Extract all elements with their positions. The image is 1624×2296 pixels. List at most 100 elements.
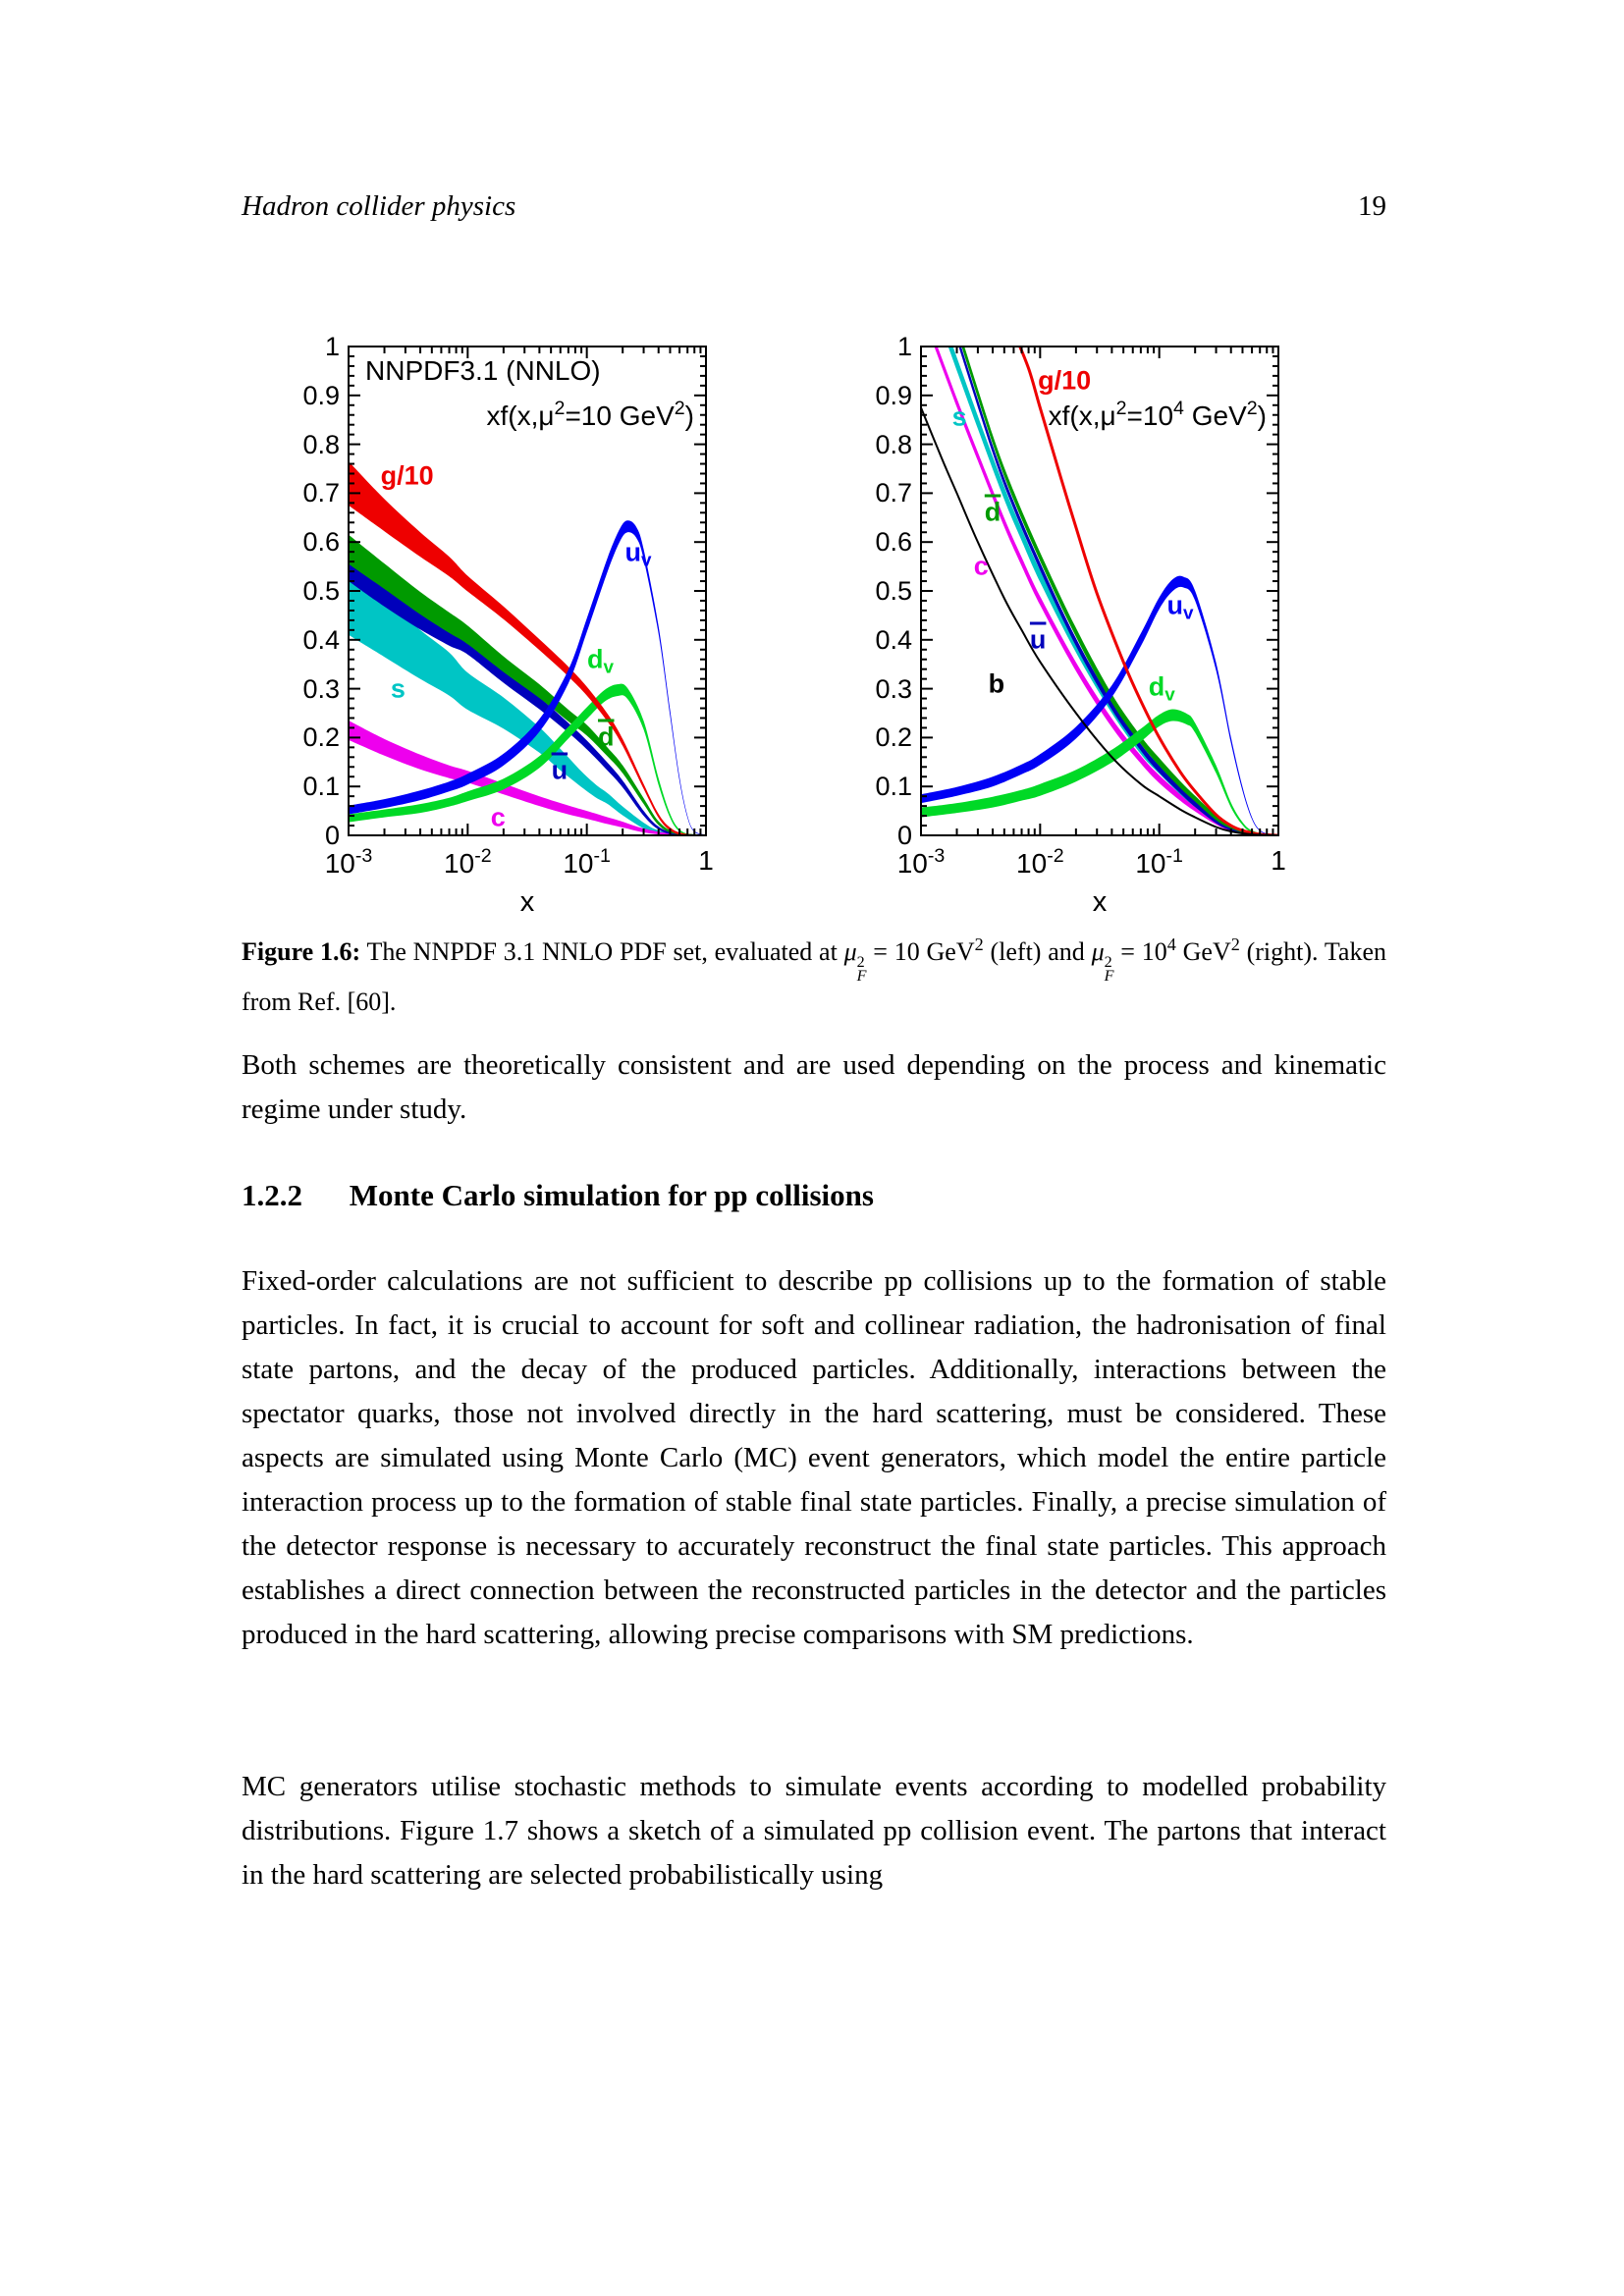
text-segment: v (1183, 603, 1194, 624)
curve-g10 (1018, 347, 1278, 835)
page-header: Hadron collider physics 19 (242, 190, 1386, 223)
text-segment: d (1148, 671, 1165, 702)
curves-group (349, 461, 706, 835)
curve-uv (921, 575, 1278, 835)
y-tick-label: 0.8 (302, 429, 340, 459)
text-segment: =10 GeV (565, 400, 675, 431)
text-segment: (right). Taken from Ref. [60]. (242, 937, 1387, 1016)
text-segment: g/10 (380, 460, 434, 491)
y-tick-label: 0.2 (302, 722, 340, 753)
text-segment: u (1166, 591, 1184, 621)
text-segment: v (640, 550, 652, 570)
plot-annotation: xf(x,μ2=104 GeV2) (921, 398, 1267, 432)
text-segment: 10 (1135, 847, 1166, 879)
y-tick-label: 0.9 (302, 380, 340, 410)
text-segment: = 10 GeV (866, 937, 975, 966)
axis-ticks (921, 347, 1278, 835)
y-tick-label: 0.1 (302, 772, 340, 802)
text-segment: v (603, 657, 614, 678)
text-segment: = 10 (1113, 937, 1167, 966)
curve-label-s: s (952, 402, 967, 433)
paragraph-mc-intro: Fixed-order calculations are not suffici… (242, 1265, 1386, 1650)
text-segment: -2 (1047, 845, 1064, 867)
text-segment: xf(x,μ (486, 400, 555, 431)
text-segment: =10 (1126, 400, 1174, 431)
x-tick-label: 10-2 (420, 845, 514, 880)
section-number: 1.2.2 (242, 1178, 302, 1212)
page-number: 19 (1358, 190, 1386, 222)
x-tick-label: 10-3 (301, 845, 396, 880)
curve-label-dbar: d (985, 498, 1001, 528)
y-tick-label: 0.2 (875, 722, 912, 753)
pdf-plot-left: 0 0.1 0.2 0.3 0.4 0.5 0.6 0.7 0.8 0.9 1 10-3 10-2 10-… (295, 333, 727, 940)
x-tick-label: 10-1 (540, 845, 634, 880)
curve-b (921, 406, 1278, 835)
curve-label-g10: g/10 (1038, 365, 1091, 396)
curve-dv (921, 709, 1278, 835)
text-segment: s (390, 673, 406, 704)
figure-caption-label: Figure 1.6: (242, 937, 361, 966)
y-tick-label: 0.7 (302, 478, 340, 508)
curve-label-c: c (491, 803, 506, 833)
section-heading: 1.2.2 Monte Carlo simulation for pp coll… (242, 1178, 1386, 1213)
x-tick-label: 10-2 (993, 845, 1087, 880)
text-segment: d (597, 721, 615, 752)
text-segment: 10 (444, 847, 475, 879)
y-tick-label: 0.4 (302, 624, 340, 655)
text-segment: c (490, 802, 506, 832)
plot-annotation: xf(x,μ2=10 GeV2) (349, 398, 694, 432)
text-segment: 2 (1246, 398, 1258, 419)
curve-ubar (349, 557, 706, 835)
curve-g10 (349, 461, 706, 835)
curve-label-g10: g/10 (381, 460, 434, 491)
curve-label-ubar: u (552, 756, 568, 786)
text-segment: 2 (974, 934, 984, 954)
text-segment: -1 (593, 845, 611, 867)
curve-label-uv: uv (624, 537, 651, 571)
text-segment: GeV (1175, 937, 1231, 966)
y-tick-label: 1 (896, 332, 912, 361)
text-segment: 10 (1016, 847, 1048, 879)
text-segment: u (624, 537, 641, 567)
text-segment: ) (684, 400, 694, 431)
running-title: Hadron collider physics (242, 190, 516, 222)
text-segment: d (984, 497, 1001, 527)
x-tick-label: 1 (659, 845, 753, 877)
curve-label-dv: dv (1149, 671, 1175, 706)
text-segment: 2 (554, 398, 566, 419)
x-axis-title: x (1092, 886, 1108, 918)
text-segment: -3 (927, 845, 946, 867)
text-segment: c (973, 551, 989, 581)
y-tick-label: 0 (324, 821, 340, 850)
curve-label-dv: dv (587, 645, 614, 679)
y-tick-label: 0.3 (302, 673, 340, 704)
text-segment: -1 (1165, 845, 1183, 867)
text-segment: -2 (474, 845, 492, 867)
plot-canvas (348, 346, 707, 836)
text-segment: μ (1091, 937, 1105, 966)
paragraph-mc-generators: MC generators utilise stochastic methods… (242, 1771, 1386, 1891)
text-segment: GeV (1183, 400, 1247, 431)
text-segment: 4 (1166, 934, 1176, 954)
text-segment: u (1029, 624, 1047, 655)
paragraph-schemes: Both schemes are theoretically consisten… (242, 1049, 1386, 1125)
curve-uv (349, 520, 706, 835)
curve-label-ubar: u (1030, 624, 1047, 655)
plot-title: NNPDF3.1 (NNLO) (365, 355, 601, 386)
curve-dbar (349, 534, 706, 835)
y-tick-label: 0.8 (875, 429, 912, 459)
text-segment: g/10 (1038, 365, 1092, 396)
text-segment: 10 (324, 847, 355, 879)
y-tick-label: 0.5 (875, 576, 912, 606)
text-segment: b (988, 668, 1005, 699)
plot-canvas (920, 346, 1279, 836)
curves-group (921, 347, 1278, 835)
x-tick-label: 10-1 (1112, 845, 1207, 880)
text-segment: 2 (674, 398, 685, 419)
text-segment: 2 (1115, 398, 1127, 419)
y-tick-label: 0.6 (302, 527, 340, 558)
curve-label-dbar: d (598, 722, 615, 753)
